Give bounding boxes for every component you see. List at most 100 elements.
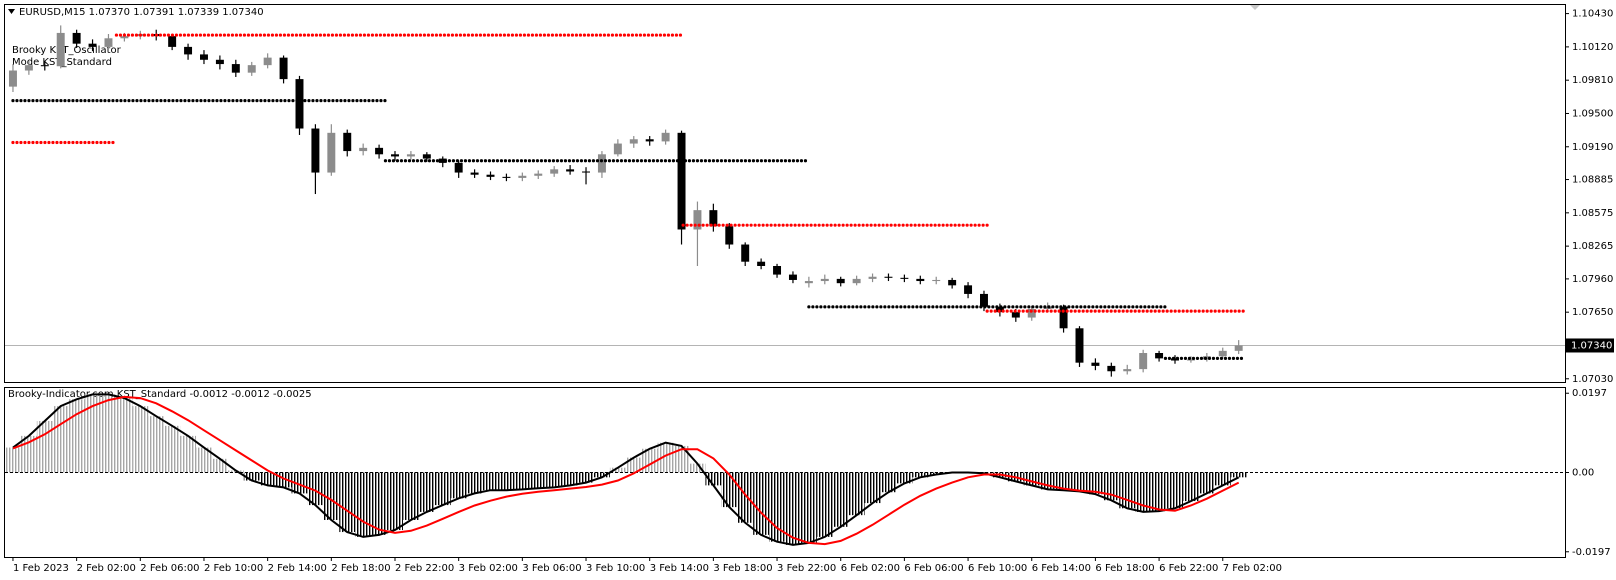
histogram-bar: [371, 472, 388, 535]
x-tick-label: 3 Feb 02:00: [459, 563, 518, 574]
histogram-bar: [211, 458, 228, 473]
histogram-bar: [132, 406, 149, 473]
candle-body: [486, 174, 495, 177]
candle-body: [263, 57, 272, 66]
x-tick-label: 3 Feb 18:00: [713, 563, 772, 574]
x-tick-label: 6 Feb 22:00: [1159, 563, 1218, 574]
candle-body: [597, 154, 606, 173]
histogram-bar: [148, 416, 165, 473]
candle-body: [104, 38, 113, 47]
candle-body: [72, 32, 81, 44]
candle-body: [566, 169, 575, 172]
candle-body: [836, 278, 845, 284]
candle-body: [804, 281, 813, 284]
current-price-tag: [1566, 338, 1614, 353]
symbol-menu-arrow[interactable]: [8, 9, 15, 14]
x-tick-label: 2 Feb 18:00: [331, 563, 390, 574]
candle-body: [1186, 359, 1195, 361]
y-tick-label: 1.09190: [1572, 142, 1613, 153]
y-tick-label: 1.10430: [1572, 9, 1613, 20]
histogram-bar: [546, 472, 563, 488]
x-tick-label: 1 Feb 2023: [13, 563, 69, 574]
candle-body: [550, 169, 559, 174]
y-tick-label: 0.0197: [1572, 388, 1607, 399]
current-price-label: 1.07340: [1571, 340, 1612, 351]
histogram-bar: [673, 445, 690, 473]
x-tick-label: 6 Feb 14:00: [1032, 563, 1091, 574]
histogram-bar: [84, 394, 101, 473]
x-tick-label: 7 Feb 02:00: [1223, 563, 1282, 574]
y-tick-label: 1.07960: [1572, 274, 1613, 285]
histogram-bar: [1167, 472, 1183, 509]
y-tick-label: 1.09810: [1572, 75, 1613, 86]
candle-body: [88, 43, 97, 47]
x-tick-label: 2 Feb 10:00: [204, 563, 263, 574]
candle-body: [1107, 365, 1116, 372]
histogram-bar: [785, 472, 801, 545]
candle-body: [645, 139, 654, 142]
candle-body: [56, 32, 65, 67]
candle-body: [231, 64, 240, 73]
candle-body: [693, 210, 702, 230]
candle-body: [247, 65, 256, 73]
candle-body: [582, 171, 590, 173]
histogram-bar: [609, 467, 626, 473]
histogram-bar: [116, 398, 133, 473]
y-tick-label: -0.0197: [1572, 547, 1611, 558]
x-tick-label: 6 Feb 02:00: [841, 563, 900, 574]
x-tick-label: 2 Feb 14:00: [268, 563, 327, 574]
candle-body: [1139, 353, 1148, 370]
histogram-bar: [530, 472, 547, 489]
candle-body: [1234, 345, 1243, 351]
candle-body: [1075, 328, 1084, 363]
candle-body: [980, 293, 988, 307]
x-tick-label: 6 Feb 06:00: [904, 563, 963, 574]
histogram-bar: [578, 472, 594, 483]
candle-body: [406, 154, 415, 157]
histogram-bar: [689, 463, 706, 473]
candle-body: [184, 46, 193, 55]
x-tick-label: 3 Feb 22:00: [777, 563, 836, 574]
histogram-bar: [848, 472, 865, 516]
y-tick-label: 1.08885: [1572, 175, 1613, 186]
candle-body: [757, 261, 766, 266]
histogram-bar: [737, 472, 754, 523]
candle-body: [1155, 353, 1164, 359]
y-tick-label: 1.10120: [1572, 42, 1613, 53]
histogram-bar: [100, 394, 117, 473]
candle-body: [1123, 369, 1132, 372]
candle-body: [295, 79, 304, 129]
candle-body: [677, 132, 686, 230]
x-tick-label: 2 Feb 02:00: [77, 563, 136, 574]
candle-body: [661, 132, 670, 142]
candle-body: [327, 132, 336, 173]
candle-body: [518, 175, 527, 178]
histogram-bar: [562, 472, 579, 486]
histogram-bar: [20, 435, 37, 473]
histogram-bar: [387, 472, 403, 531]
candle-body: [1011, 312, 1020, 318]
histogram-bar: [1119, 472, 1136, 509]
candle-body: [820, 278, 829, 282]
candle-body: [168, 36, 177, 47]
histogram-bar: [1151, 472, 1168, 512]
x-tick-label: 6 Feb 10:00: [968, 563, 1027, 574]
histogram-bar: [864, 472, 881, 504]
y-tick-label: 1.08265: [1572, 241, 1613, 252]
histogram-bar: [880, 472, 897, 493]
signal-line: [12, 395, 1240, 546]
kst-line: [12, 393, 1240, 546]
candle-body: [852, 278, 861, 284]
x-tick-label: 3 Feb 06:00: [522, 563, 581, 574]
histogram-bar: [450, 472, 467, 499]
histogram-bar: [180, 435, 197, 473]
histogram-bar: [832, 472, 849, 527]
candle-body: [1091, 362, 1100, 366]
candle-body: [24, 65, 33, 71]
candle-body: [629, 139, 638, 144]
indicator-title: Brooky-Indicator.com KST_Standard -0.001…: [8, 389, 312, 400]
histogram-bar: [164, 425, 181, 473]
candle-body: [120, 36, 129, 39]
candle-body: [1171, 358, 1179, 361]
candle-body: [916, 278, 925, 282]
